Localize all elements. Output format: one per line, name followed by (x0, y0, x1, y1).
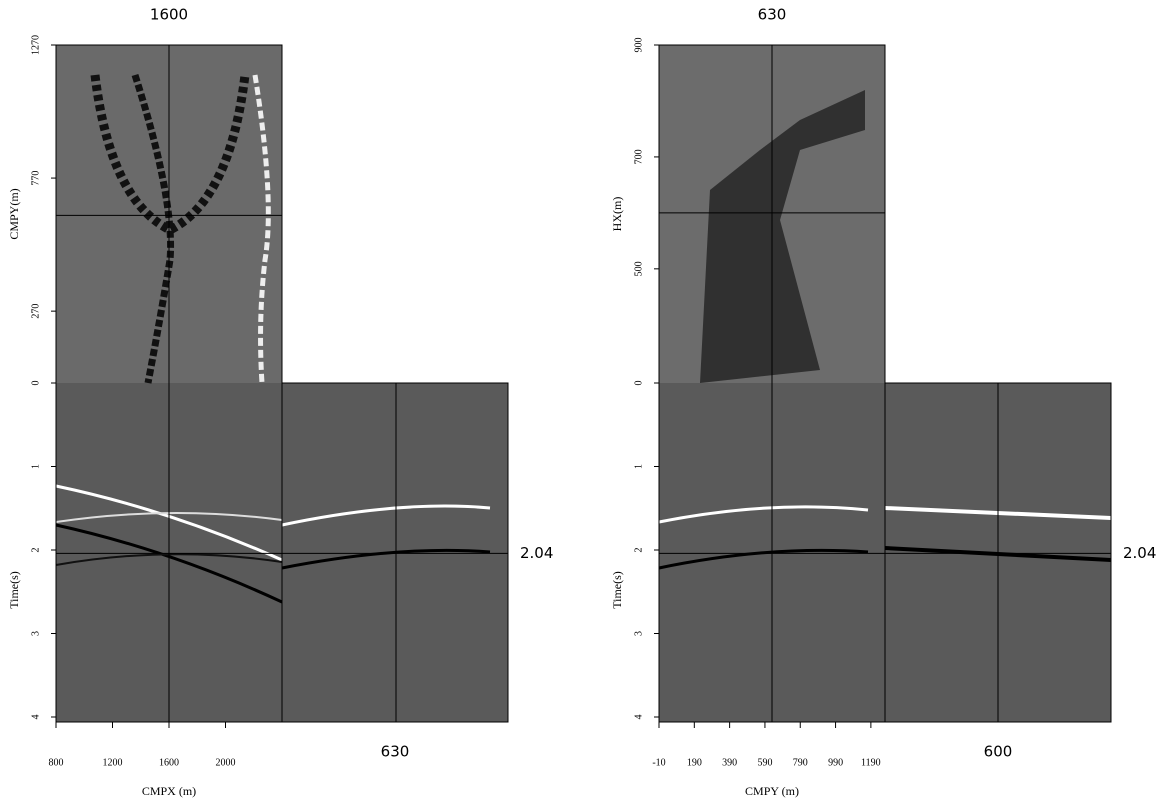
x-tick-label: 800 (49, 757, 64, 768)
y-tick-label: 1 (30, 464, 41, 469)
x-tick-label: 1600 (159, 757, 179, 768)
y-axis-label: HX(m) (610, 197, 624, 232)
y-tick-label: 0 (30, 381, 41, 386)
slice-label: 630 (758, 6, 787, 24)
x-tick-label: 590 (757, 757, 772, 768)
x-tick-label: 1190 (861, 757, 881, 768)
decoration (55, 44, 1112, 723)
depth-label: 2.04 (520, 544, 553, 562)
y-axis-label: CMPY(m) (7, 188, 21, 239)
x-tick-label: 390 (722, 757, 737, 768)
x-tick-label: 190 (687, 757, 702, 768)
y-tick-label: 1 (633, 464, 644, 469)
y-axis-label: Time(s) (610, 571, 624, 609)
y-tick-label: 700 (633, 149, 644, 164)
y-tick-label: 2 (633, 547, 644, 552)
x-tick-label: -10 (652, 757, 665, 768)
x-axis-label: CMPX (m) (142, 784, 196, 798)
y-tick-label: 2 (30, 547, 41, 552)
side-label: 630 (381, 743, 410, 761)
y-tick-label: 270 (30, 304, 41, 319)
y-tick-label: 4 (30, 714, 41, 719)
y-tick-label: 4 (633, 714, 644, 719)
y-tick-label: 3 (30, 631, 41, 636)
y-axis-label: Time(s) (7, 571, 21, 609)
y-tick-label: 500 (633, 261, 644, 276)
side-label: 600 (984, 743, 1013, 761)
slice-label: 1600 (150, 6, 188, 24)
y-tick-label: 3 (633, 631, 644, 636)
y-tick-label: 1270 (30, 35, 41, 55)
x-tick-label: 790 (793, 757, 808, 768)
y-tick-label: 770 (30, 171, 41, 186)
y-tick-label: 0 (633, 381, 644, 386)
depth-label: 2.04 (1123, 544, 1156, 562)
x-tick-label: 990 (828, 757, 843, 768)
y-tick-label: 900 (633, 38, 644, 53)
x-tick-label: 1200 (103, 757, 123, 768)
x-axis-label: CMPY (m) (745, 784, 799, 798)
x-tick-label: 2000 (216, 757, 236, 768)
